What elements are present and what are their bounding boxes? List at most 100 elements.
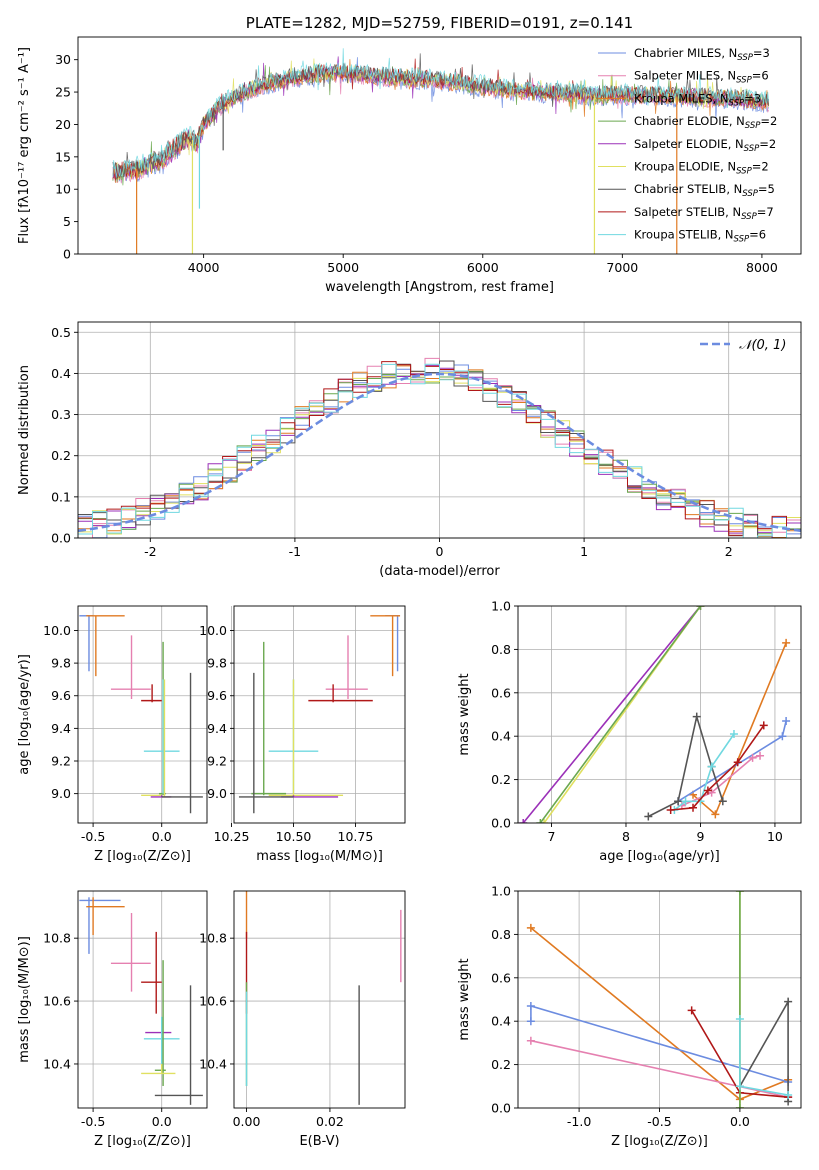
- weight-marker-chabrier-elodie: [735, 891, 744, 895]
- legend-label-text: Kroupa ELODIE, N: [634, 160, 736, 174]
- x-tick-label: -0.5: [81, 1114, 105, 1129]
- legend-label-text: Salpeter STELIB, N: [634, 205, 741, 219]
- plot-area: [526, 891, 793, 1108]
- y-tick-label: 0.2: [51, 448, 71, 463]
- x-tick-label: 0.0: [152, 829, 172, 844]
- legend-label-suffix: =6: [749, 228, 766, 242]
- legend-label-suffix: =3: [744, 91, 761, 105]
- y-tick-label: 20: [55, 117, 71, 132]
- y-tick-label: 9.6: [51, 688, 71, 703]
- weight-marker-salpeter-stelib: [689, 803, 698, 812]
- y-tick-label: 10.4: [43, 1056, 71, 1071]
- y-tick-label: 0: [63, 247, 71, 262]
- weight-line-chabrier-elodie: [539, 606, 702, 823]
- axes-frame: [77, 321, 802, 539]
- weight-marker-kroupa-miles: [782, 638, 791, 647]
- legend-label-subscript: SSP: [736, 167, 752, 177]
- weight-marker-kroupa-stelib: [784, 1090, 793, 1099]
- y-tick-label: 9.8: [207, 656, 227, 671]
- weight-marker-chabrier-miles: [778, 732, 787, 741]
- histogram-salpeter-miles: [78, 357, 801, 538]
- mass-vs-extinction-panel: 0.00 0.02 10.4 10.6 10.8 E(B-V): [199, 890, 406, 1149]
- weight-line-chabrier-miles: [677, 720, 787, 802]
- axes-frame: [77, 605, 208, 824]
- weight-marker-kroupa-stelib: [729, 730, 738, 739]
- legend-label: Kroupa STELIB, NSSP=6: [634, 228, 766, 245]
- grid-lines: [518, 890, 801, 1109]
- grid-lines: [78, 891, 207, 1108]
- x-tick-label: 8: [622, 829, 630, 844]
- x-tick-label: 0.0: [152, 1114, 172, 1129]
- y-tick-label: 0.4: [491, 729, 511, 744]
- weight-marker-chabrier-stelib: [718, 797, 727, 806]
- y-axis-label: age [log₁₀(age/yr)]: [17, 654, 32, 775]
- y-tick-label: 9.0: [51, 786, 71, 801]
- weight-line-salpeter-elodie: [522, 606, 702, 823]
- weight-marker-kroupa-stelib: [735, 1082, 744, 1091]
- legend-label-text: Kroupa STELIB, N: [634, 228, 734, 242]
- plot-area: [78, 357, 801, 538]
- y-tick-label: 10.6: [43, 994, 71, 1009]
- legend-label-text: Kroupa MILES, N: [634, 91, 729, 105]
- mass-weight-vs-age-panel: 7 8 9 10 0.0 0.2 0.4 0.6 0.8 1.0 age [log₁₀(age/yr…: [457, 599, 802, 864]
- y-tick-label: 10.8: [199, 931, 227, 946]
- x-tick-label: 0.02: [316, 1114, 344, 1129]
- histogram-kroupa-stelib: [78, 363, 801, 538]
- weight-line-salpeter-miles: [681, 754, 761, 807]
- legend-label-suffix: =2: [752, 160, 769, 174]
- legend-label-suffix: =2: [759, 137, 776, 151]
- x-tick-label: 4000: [188, 260, 220, 275]
- y-axis-label: Flux [fλ10⁻¹⁷ erg cm⁻² s⁻¹ A⁻¹]: [17, 47, 32, 244]
- legend-label: Chabrier ELODIE, NSSP=2: [634, 114, 777, 131]
- legend-label: 𝒩(0, 1): [739, 338, 786, 353]
- y-tick-label: 9.0: [207, 786, 227, 801]
- legend-label: Kroupa MILES, NSSP=3: [634, 91, 761, 108]
- mass-vs-metallicity-panel: -0.5 0.0 10.4 10.6 10.8 Z [log₁₀(Z/Z⊙)] mass […: [17, 890, 208, 1149]
- y-tick-label: 0.0: [51, 531, 71, 546]
- plot-area: [519, 606, 791, 823]
- y-tick-label: 9.2: [51, 754, 71, 769]
- weight-marker-chabrier-miles: [526, 1017, 535, 1026]
- x-axis-label: Z [log₁₀(Z/Z⊙)]: [94, 1134, 191, 1149]
- x-tick-label: -1.0: [567, 1114, 591, 1129]
- x-tick-label: 10.25: [214, 829, 250, 844]
- x-tick-label: 10: [767, 829, 783, 844]
- axes-frame: [77, 36, 802, 255]
- spectrum-line-kroupa-stelib: [112, 48, 769, 178]
- weight-marker-chabrier-miles: [526, 1002, 535, 1011]
- legend-label-subscript: SSP: [742, 189, 758, 199]
- y-tick-label: 0.3: [51, 407, 71, 422]
- y-tick-label: 10.0: [43, 623, 71, 638]
- weight-marker-kroupa-miles: [711, 810, 720, 819]
- grid-lines: [78, 606, 207, 823]
- x-axis-label: mass [log₁₀(M/M⊙)]: [256, 849, 383, 864]
- x-tick-label: 0: [436, 544, 444, 559]
- x-tick-label: 7: [548, 829, 556, 844]
- weight-marker-kroupa-elodie: [540, 819, 549, 823]
- y-tick-label: 9.8: [51, 656, 71, 671]
- plot-area: [238, 615, 401, 814]
- spectrum-line-chabrier-stelib: [112, 53, 769, 179]
- y-axis-label: mass weight: [457, 673, 472, 755]
- legend-label: Salpeter STELIB, NSSP=7: [634, 205, 774, 222]
- weight-marker-chabrier-miles: [782, 717, 791, 726]
- legend-label-suffix: =5: [758, 182, 775, 196]
- weight-marker-kroupa-stelib: [707, 762, 716, 771]
- weight-marker-salpeter-miles: [526, 1036, 535, 1045]
- legend-label-suffix: =2: [760, 114, 777, 128]
- legend-label: Kroupa ELODIE, NSSP=2: [634, 160, 769, 177]
- legend-label-text: Chabrier MILES, N: [634, 46, 737, 60]
- weight-marker-kroupa-stelib: [735, 1015, 744, 1024]
- y-axis-label: mass [log₁₀(M/M⊙)]: [17, 936, 32, 1063]
- y-tick-label: 0.0: [491, 816, 511, 831]
- weight-marker-chabrier-stelib: [644, 812, 653, 821]
- y-tick-label: 0.4: [51, 366, 71, 381]
- legend-label: Chabrier MILES, NSSP=3: [634, 46, 770, 63]
- y-tick-label: 5: [63, 214, 71, 229]
- x-tick-label: 0.0: [730, 1114, 750, 1129]
- mass-weight-vs-metallicity-panel: -1.0 -0.5 0.0 0.0 0.2 0.4 0.6 0.8 1.0 Z [log₁₀(Z/…: [457, 884, 802, 1149]
- legend-label-subscript: SSP: [736, 76, 752, 86]
- y-tick-label: 9.6: [207, 688, 227, 703]
